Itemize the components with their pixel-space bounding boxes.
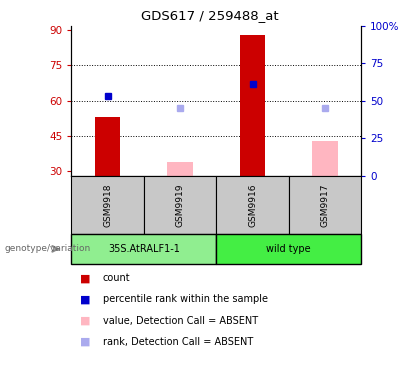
Text: value, Detection Call = ABSENT: value, Detection Call = ABSENT bbox=[103, 315, 258, 326]
Text: ■: ■ bbox=[80, 337, 90, 347]
Text: genotype/variation: genotype/variation bbox=[4, 244, 90, 253]
Bar bbox=[240, 35, 265, 176]
Text: rank, Detection Call = ABSENT: rank, Detection Call = ABSENT bbox=[103, 337, 253, 347]
Text: GSM9917: GSM9917 bbox=[320, 183, 329, 227]
Text: GDS617 / 259488_at: GDS617 / 259488_at bbox=[141, 9, 279, 22]
Text: ■: ■ bbox=[80, 315, 90, 326]
Bar bbox=[312, 141, 338, 176]
Text: percentile rank within the sample: percentile rank within the sample bbox=[103, 294, 268, 305]
Bar bbox=[71, 176, 144, 234]
Text: GSM9919: GSM9919 bbox=[176, 183, 184, 227]
Text: GSM9916: GSM9916 bbox=[248, 183, 257, 227]
Text: count: count bbox=[103, 273, 131, 283]
Bar bbox=[168, 162, 193, 176]
Text: GSM9918: GSM9918 bbox=[103, 183, 112, 227]
Text: wild type: wild type bbox=[266, 244, 311, 254]
Bar bbox=[144, 176, 216, 234]
Text: 35S.AtRALF1-1: 35S.AtRALF1-1 bbox=[108, 244, 180, 254]
Bar bbox=[216, 176, 289, 234]
Bar bbox=[95, 117, 120, 176]
Text: ■: ■ bbox=[80, 294, 90, 305]
Bar bbox=[289, 176, 361, 234]
Bar bbox=[216, 234, 361, 264]
Bar bbox=[71, 234, 216, 264]
Text: ■: ■ bbox=[80, 273, 90, 283]
